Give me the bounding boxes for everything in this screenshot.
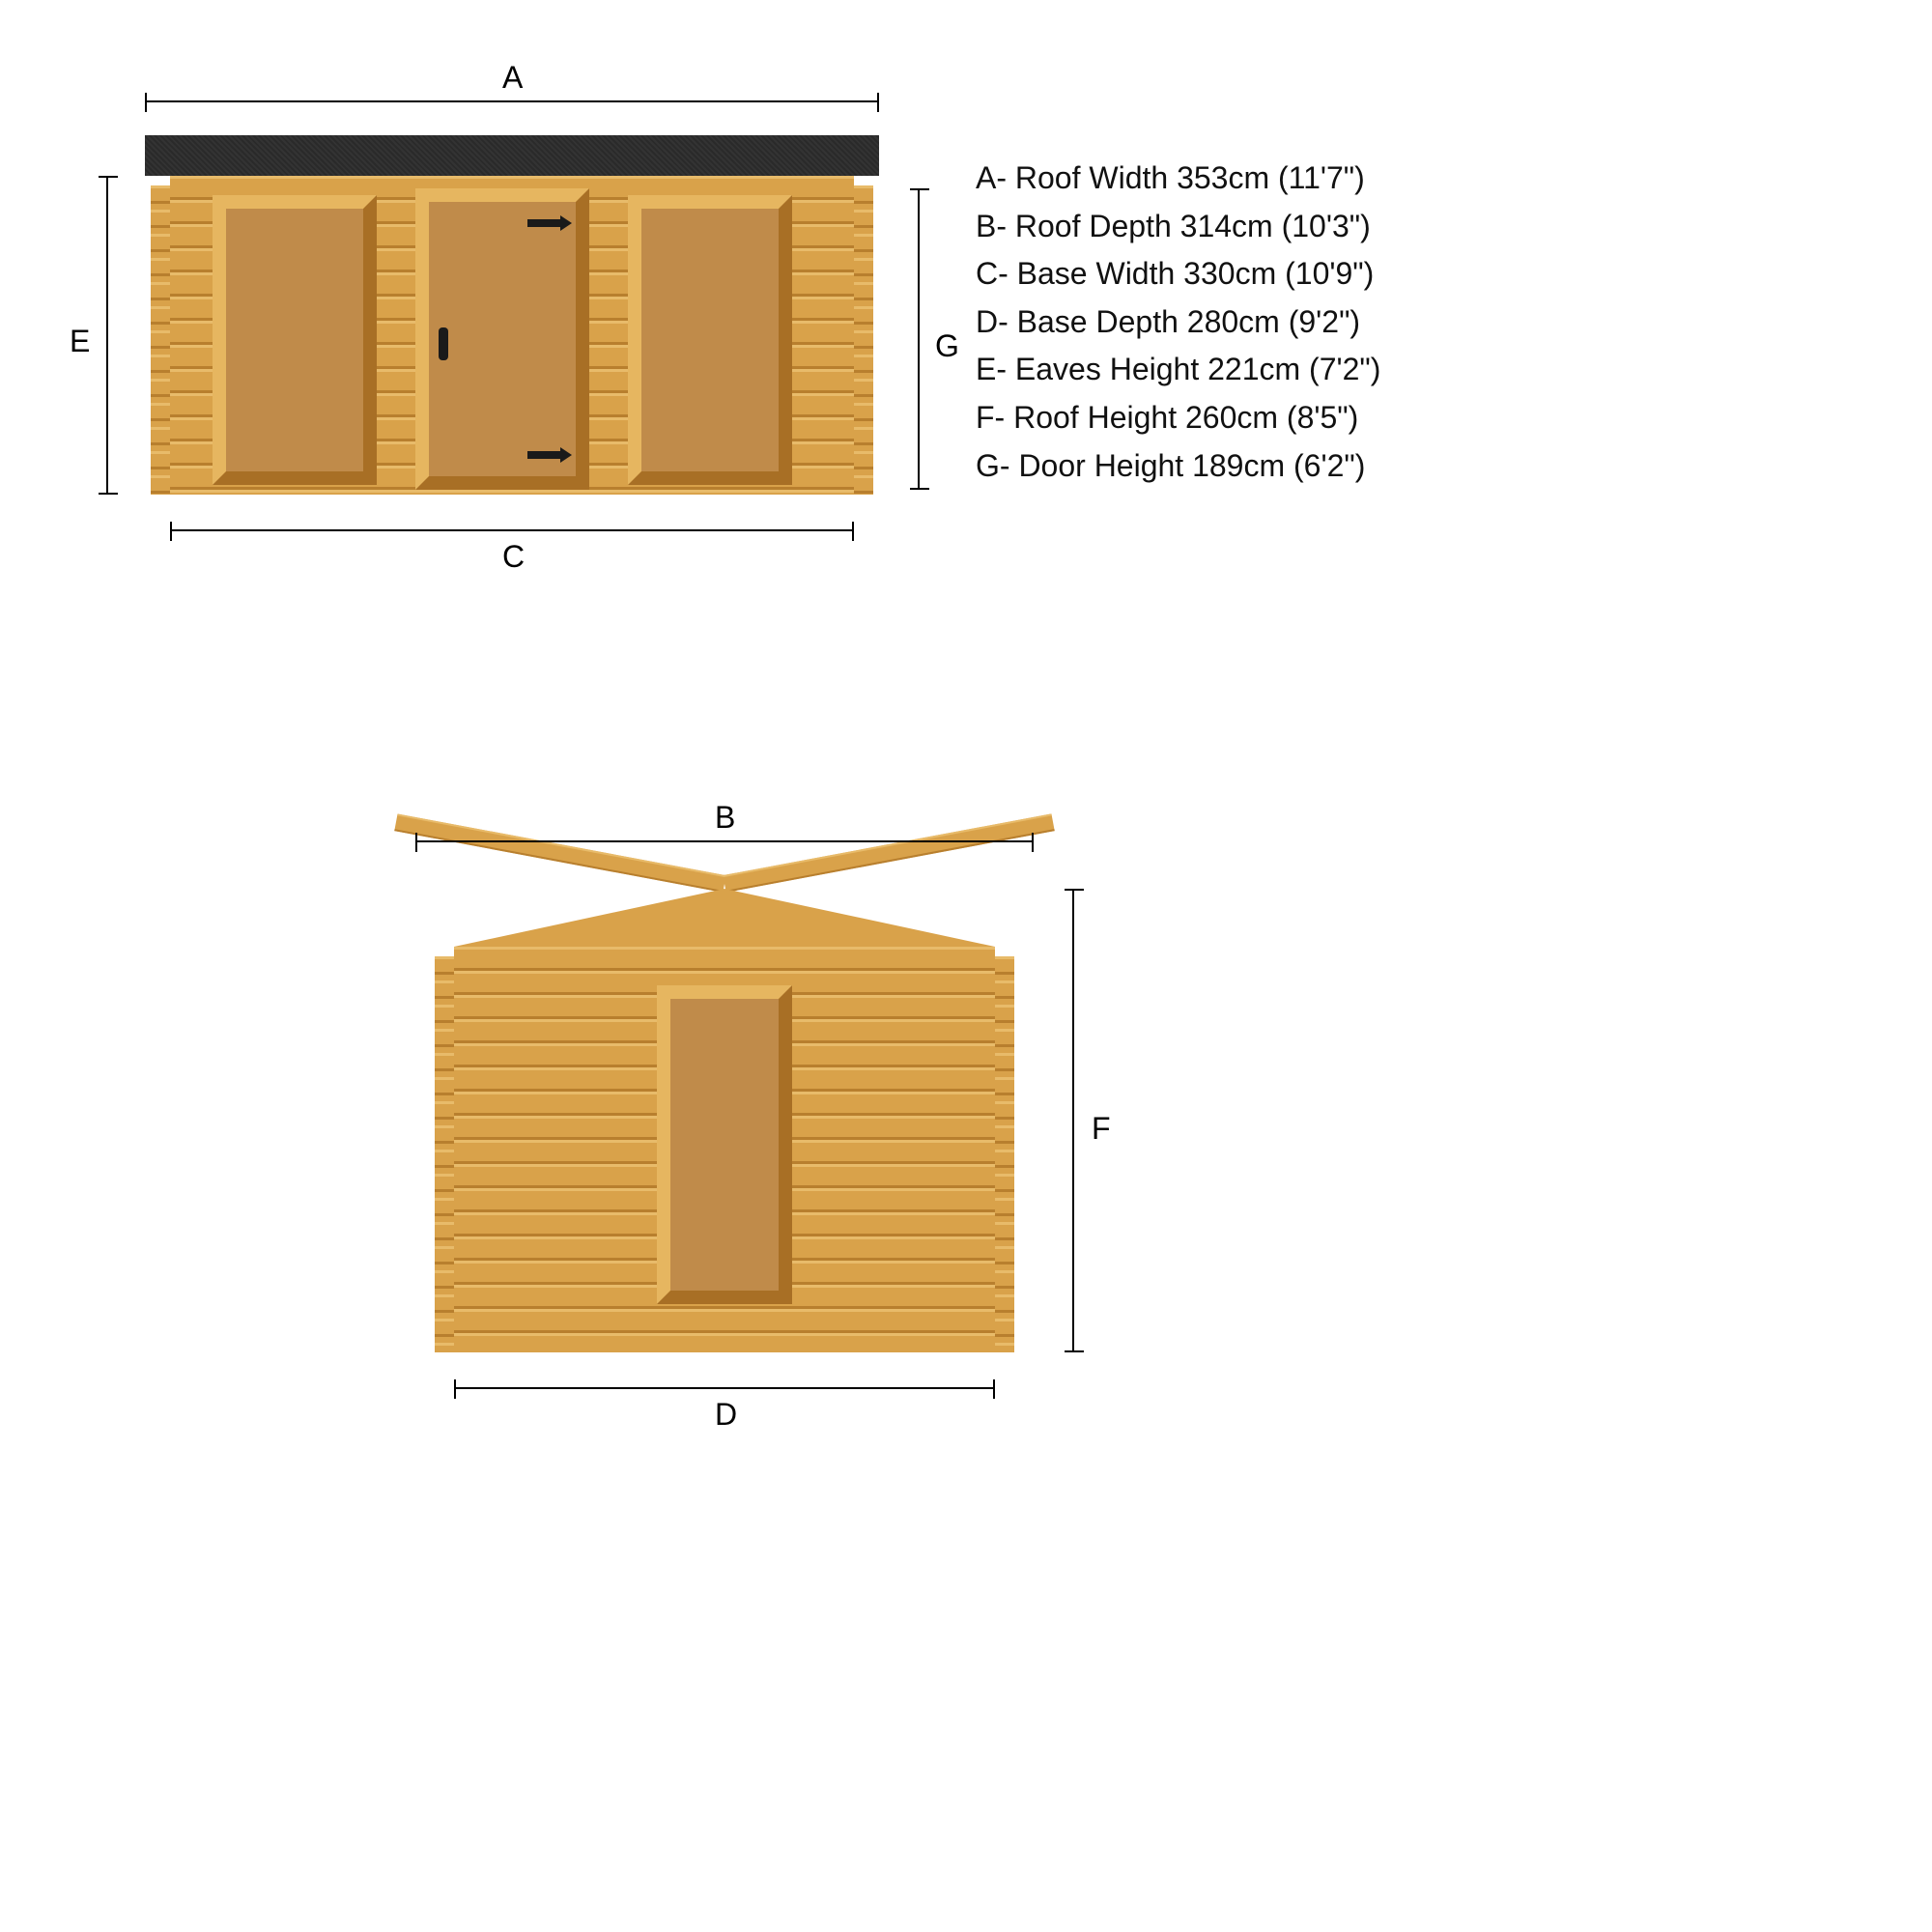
dim-line-D bbox=[454, 1387, 995, 1389]
dim-label-D: D bbox=[715, 1397, 737, 1433]
window-right bbox=[628, 195, 792, 485]
gable-fill bbox=[454, 889, 995, 947]
window-left bbox=[213, 195, 377, 485]
door bbox=[415, 188, 589, 490]
dim-line-G bbox=[918, 188, 920, 490]
legend-row: E- Eaves Height 221cm (7'2") bbox=[976, 346, 1380, 394]
corner-notch-right bbox=[854, 185, 873, 495]
dim-label-A: A bbox=[502, 60, 523, 96]
door-handle-icon bbox=[439, 327, 448, 360]
roof-edge-right bbox=[723, 813, 1054, 892]
door-hinge-icon bbox=[527, 219, 560, 227]
dim-label-B: B bbox=[715, 800, 735, 836]
legend-row: B- Roof Depth 314cm (10'3") bbox=[976, 203, 1380, 251]
roof-felt bbox=[145, 135, 879, 176]
legend-row: D- Base Depth 280cm (9'2") bbox=[976, 298, 1380, 347]
dim-line-C bbox=[170, 529, 854, 531]
corner-notch-right bbox=[995, 956, 1014, 1352]
dim-line-B bbox=[415, 840, 1034, 842]
door-hinge-icon bbox=[527, 451, 560, 459]
dim-label-E: E bbox=[70, 324, 90, 359]
legend-row: C- Base Width 330cm (10'9") bbox=[976, 250, 1380, 298]
legend-row: G- Door Height 189cm (6'2") bbox=[976, 442, 1380, 491]
dimensions-legend: A- Roof Width 353cm (11'7")B- Roof Depth… bbox=[976, 155, 1380, 490]
dim-line-E bbox=[106, 176, 108, 495]
side-window bbox=[657, 985, 792, 1304]
dim-label-G: G bbox=[935, 328, 959, 364]
legend-row: F- Roof Height 260cm (8'5") bbox=[976, 394, 1380, 442]
diagram-container: A C E G B D F A- Roof Width 353cm (11'7"… bbox=[0, 0, 1932, 1932]
dim-label-F: F bbox=[1092, 1111, 1111, 1147]
corner-notch-left bbox=[151, 185, 170, 495]
dim-label-C: C bbox=[502, 539, 525, 575]
dim-line-A bbox=[145, 100, 879, 102]
legend-row: A- Roof Width 353cm (11'7") bbox=[976, 155, 1380, 203]
dim-line-F bbox=[1072, 889, 1074, 1352]
roof-edge-left bbox=[395, 813, 726, 892]
corner-notch-left bbox=[435, 956, 454, 1352]
